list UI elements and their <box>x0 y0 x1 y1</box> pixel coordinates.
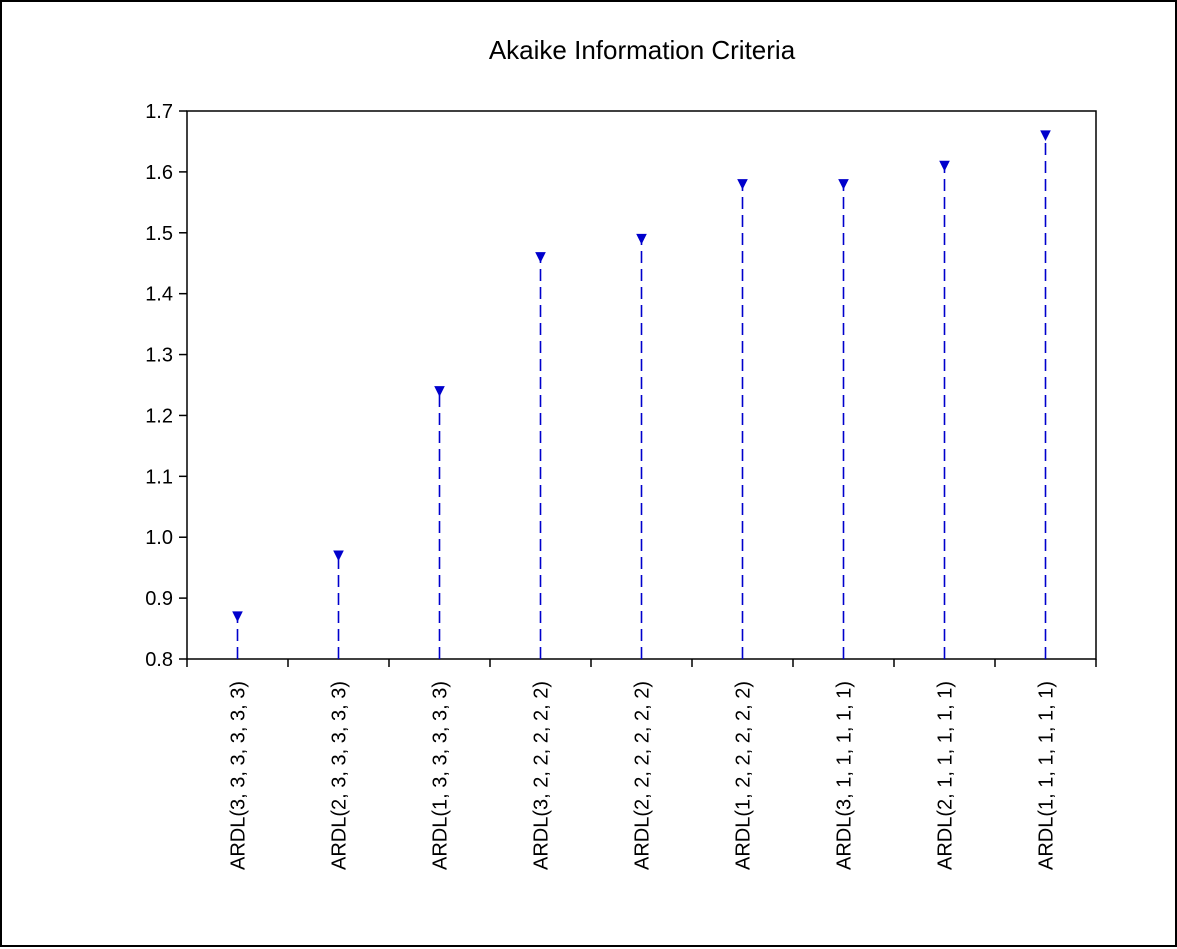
y-tick-label: 1.1 <box>145 466 173 488</box>
data-point-marker <box>434 386 445 397</box>
y-tick-label: 1.3 <box>145 345 173 367</box>
y-tick-label: 1.4 <box>145 284 173 306</box>
x-category-label: ARDL(3, 1, 1, 1, 1, 1) <box>834 681 856 870</box>
data-point-marker <box>737 179 748 190</box>
data-point-marker <box>333 550 344 562</box>
y-tick-label: 1.7 <box>145 101 173 123</box>
x-category-label: ARDL(3, 3, 3, 3, 3, 3) <box>228 681 250 870</box>
data-point-marker <box>636 233 647 245</box>
data-point-marker <box>232 611 243 622</box>
x-category-label: ARDL(2, 3, 3, 3, 3, 3) <box>329 681 351 870</box>
x-category-label: ARDL(1, 3, 3, 3, 3, 3) <box>430 681 452 870</box>
chart-title: Akaike Information Criteria <box>489 35 796 65</box>
y-axis: 0.8 0.9 1.0 1.1 1.2 1.3 1.4 1.5 1.6 1.7 <box>145 101 187 671</box>
y-tick-label: 0.8 <box>145 649 173 671</box>
y-tick-label: 1.0 <box>145 527 173 549</box>
x-category-label: ARDL(2, 2, 2, 2, 2, 2) <box>632 681 654 870</box>
y-tick-label: 1.5 <box>145 223 173 245</box>
x-axis: ARDL(3, 3, 3, 3, 3, 3) ARDL(2, 3, 3, 3, 3… <box>186 659 1097 870</box>
x-category-label: ARDL(1, 2, 2, 2, 2, 2) <box>733 681 755 870</box>
data-point-marker <box>838 179 849 190</box>
x-category-label: ARDL(2, 1, 1, 1, 1, 1) <box>935 681 957 870</box>
data-point-marker <box>1040 130 1051 141</box>
y-tick-label: 0.9 <box>145 588 173 610</box>
data-point-marker <box>939 160 950 172</box>
y-tick-label: 1.6 <box>145 162 173 184</box>
x-category-label: ARDL(1, 1, 1, 1, 1, 1) <box>1036 681 1058 870</box>
data-marks <box>232 130 1051 659</box>
x-category-label: ARDL(3, 2, 2, 2, 2, 2) <box>531 681 553 870</box>
data-point-marker <box>535 252 546 263</box>
y-tick-label: 1.2 <box>145 405 173 427</box>
